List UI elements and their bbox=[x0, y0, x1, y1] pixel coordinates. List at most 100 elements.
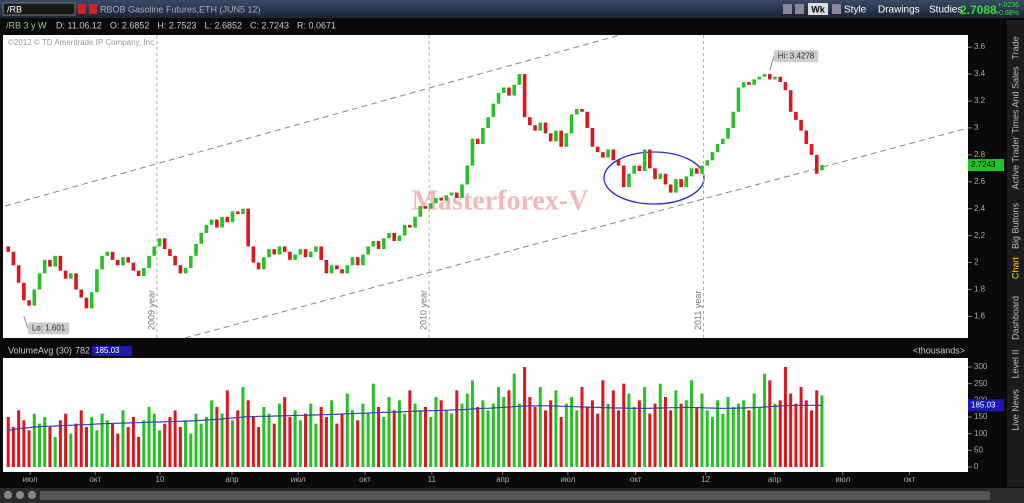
side-tab[interactable]: Dashboard bbox=[1010, 296, 1020, 340]
annotation-label: Hi: 3.4278 bbox=[778, 51, 815, 60]
candle bbox=[533, 125, 537, 131]
period-button[interactable] bbox=[808, 3, 828, 15]
side-tab[interactable]: Trade bbox=[1010, 36, 1020, 59]
candle bbox=[501, 87, 506, 93]
volume-bar bbox=[27, 430, 31, 467]
candle bbox=[199, 232, 204, 244]
side-tab[interactable]: Live News bbox=[1010, 389, 1020, 431]
side-tab[interactable]: Chart bbox=[1010, 257, 1020, 280]
candle bbox=[345, 265, 350, 274]
x-tick-label: окт bbox=[630, 475, 642, 484]
volume-bar bbox=[502, 397, 506, 467]
candle bbox=[773, 76, 777, 80]
symbol: /RB bbox=[7, 4, 22, 14]
volume-bar bbox=[575, 410, 579, 467]
candle bbox=[637, 165, 642, 172]
volume-bar bbox=[236, 410, 240, 467]
volume-bar bbox=[684, 400, 688, 467]
volume-bar bbox=[418, 410, 422, 467]
candle bbox=[423, 206, 428, 209]
candle bbox=[496, 92, 501, 104]
candle bbox=[162, 238, 167, 250]
volume-bar bbox=[533, 407, 537, 467]
volume-bar bbox=[512, 373, 516, 467]
candle bbox=[84, 297, 89, 309]
volume-bar bbox=[768, 380, 772, 467]
stat: O: 2.6852 bbox=[110, 20, 150, 30]
candle bbox=[69, 273, 73, 279]
candle bbox=[564, 133, 569, 147]
y-tick-label: 0 bbox=[974, 462, 979, 471]
drawings-button[interactable]: Drawings bbox=[878, 5, 920, 16]
candle bbox=[241, 208, 245, 215]
candle bbox=[63, 270, 68, 279]
volume-bar bbox=[439, 400, 443, 467]
volume-bar bbox=[549, 400, 553, 467]
stat: H: 2.7523 bbox=[157, 20, 196, 30]
candle bbox=[700, 165, 704, 174]
candle bbox=[804, 130, 809, 145]
candle bbox=[595, 146, 600, 153]
candle bbox=[95, 269, 99, 293]
candle bbox=[554, 130, 558, 142]
candle bbox=[674, 179, 678, 193]
volume-bar bbox=[397, 400, 401, 467]
style-button[interactable]: Style bbox=[844, 5, 867, 16]
tabs: Trade Times And Sales Active Trader Big But… bbox=[1010, 36, 1020, 430]
scroll-thumb[interactable] bbox=[40, 491, 990, 500]
side-tab[interactable]: Times And Sales bbox=[1010, 66, 1020, 134]
volume-bar bbox=[617, 410, 621, 467]
candle bbox=[799, 119, 803, 131]
candle bbox=[79, 289, 84, 298]
trend-line bbox=[184, 127, 969, 339]
candle bbox=[486, 117, 490, 128]
volume-bar bbox=[528, 397, 532, 467]
volume-bar bbox=[455, 390, 459, 467]
icon[interactable] bbox=[78, 4, 86, 14]
candle bbox=[147, 255, 151, 268]
scroll-button[interactable] bbox=[28, 491, 36, 499]
side-tab[interactable]: Active Trader bbox=[1010, 136, 1020, 189]
candle bbox=[293, 254, 297, 260]
avg-box-label: 185.03 bbox=[971, 400, 996, 409]
candle bbox=[100, 255, 104, 270]
volume-bar bbox=[116, 433, 120, 467]
volume-bar bbox=[460, 403, 464, 467]
side-tab[interactable]: Big Buttons bbox=[1010, 202, 1020, 249]
volume-bar bbox=[601, 380, 605, 467]
candle bbox=[188, 255, 193, 268]
candle bbox=[658, 173, 663, 180]
volume-bar bbox=[64, 413, 68, 467]
candle bbox=[648, 149, 652, 169]
volume-bar bbox=[43, 417, 47, 467]
volume-bar bbox=[121, 410, 125, 467]
side-tab[interactable]: Level II bbox=[1010, 349, 1020, 378]
price-box-label: 2.7243 bbox=[971, 160, 996, 169]
candle bbox=[491, 103, 496, 118]
volume-bar bbox=[778, 400, 782, 467]
year-label: 2009 year bbox=[146, 290, 156, 330]
volume-bar bbox=[324, 417, 328, 467]
candle bbox=[434, 197, 438, 204]
scroll-button[interactable] bbox=[4, 491, 12, 499]
icon[interactable] bbox=[832, 4, 841, 14]
symbol-input[interactable] bbox=[2, 2, 76, 16]
year-label: 2010 year bbox=[419, 290, 429, 330]
candle bbox=[350, 257, 355, 266]
candle bbox=[152, 246, 157, 256]
icon[interactable] bbox=[783, 4, 792, 14]
volume-bar bbox=[111, 423, 115, 467]
candle bbox=[314, 246, 318, 252]
studies-button[interactable]: Studies bbox=[929, 5, 962, 16]
icon[interactable] bbox=[89, 4, 97, 14]
icon[interactable] bbox=[795, 4, 804, 14]
volume-bar bbox=[11, 427, 15, 467]
candle bbox=[559, 130, 563, 147]
candle bbox=[204, 224, 209, 233]
chart-label: /RB 3 y W bbox=[6, 20, 47, 30]
candle bbox=[752, 79, 756, 85]
volume-bar bbox=[470, 380, 474, 467]
scroll-button[interactable] bbox=[16, 491, 24, 499]
x-tick-label: окт bbox=[89, 475, 101, 484]
volume-bar bbox=[742, 400, 746, 467]
